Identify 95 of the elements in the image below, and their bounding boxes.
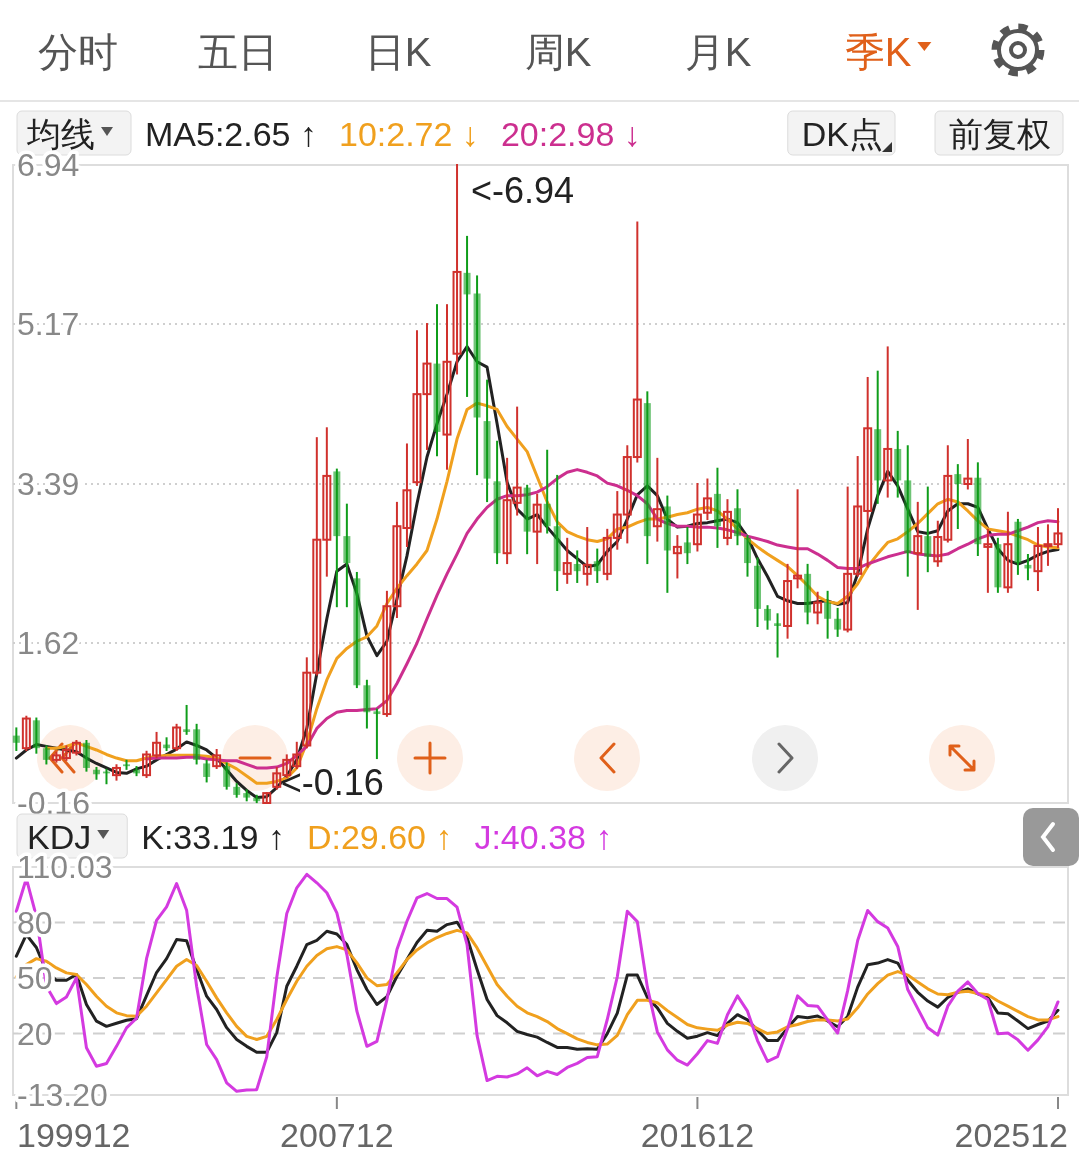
candlestick (743, 535, 751, 577)
x-tick-label: 202512 (954, 1116, 1068, 1154)
candlestick (82, 740, 90, 772)
text: K:33.19 ↑ (141, 818, 285, 856)
text: 日K (364, 30, 432, 74)
candlestick (813, 591, 823, 625)
candlestick (573, 550, 581, 583)
candlestick (924, 486, 932, 573)
candlestick (804, 563, 812, 625)
y-tick-label: 3.39 (17, 466, 80, 502)
candlestick (1014, 518, 1022, 575)
candlestick (183, 704, 191, 735)
candlestick (203, 759, 211, 783)
text: 周K (524, 30, 592, 74)
candlestick (754, 557, 762, 627)
candlestick (883, 346, 893, 498)
candlestick (233, 783, 241, 798)
candlestick (193, 723, 201, 765)
candlestick (764, 605, 772, 630)
text: D:29.60 ↑ (306, 818, 453, 856)
y-tick-label: -13.20 (17, 1077, 108, 1113)
candlestick (543, 449, 551, 534)
candlestick (894, 430, 902, 498)
candlestick (963, 438, 973, 490)
text: 20:2.98 ↓ (500, 115, 641, 153)
candlestick (834, 607, 842, 637)
text: MA5:2.65 ↑ (145, 115, 317, 153)
candlestick (702, 478, 712, 521)
candlestick (243, 789, 251, 802)
candlestick (983, 528, 993, 593)
text: 分时 (38, 30, 118, 74)
candlestick (793, 489, 803, 589)
x-tick-label: 200712 (280, 1116, 394, 1154)
text: 10:2.72 ↓ (338, 115, 479, 153)
candlestick (954, 464, 962, 530)
candlestick (473, 275, 481, 476)
candlestick (433, 304, 441, 457)
candlestick (663, 495, 671, 593)
candlestick (12, 727, 20, 751)
annotation: <-6.94 (471, 170, 575, 211)
candlestick (21, 715, 31, 751)
candlestick (913, 501, 923, 610)
candlestick (172, 723, 182, 751)
series-label: J:40.38 ↑ (474, 818, 613, 856)
text: 季K (844, 30, 912, 74)
candlestick (452, 164, 462, 375)
candlestick (683, 527, 691, 565)
candlestick (672, 535, 682, 579)
candlestick (32, 717, 40, 754)
candlestick (333, 468, 341, 608)
y-tick-label: 1.62 (17, 625, 80, 662)
text: 均线 (26, 115, 95, 153)
candlestick (692, 483, 702, 552)
candlestick (493, 440, 501, 565)
candlestick (874, 370, 882, 504)
candlestick (774, 613, 782, 658)
candlestick (1003, 511, 1013, 593)
candlestick (123, 759, 131, 770)
candlestick (722, 499, 732, 546)
y-tick-label: 20 (17, 1015, 53, 1052)
y-tick-label: -0.16 (17, 785, 90, 821)
candlestick (463, 235, 471, 397)
candlestick (643, 391, 651, 565)
candlestick (974, 462, 982, 556)
candlestick (353, 571, 361, 689)
text: DK点 (801, 115, 883, 153)
candlestick (904, 445, 912, 577)
candlestick (562, 537, 572, 584)
candlestick (42, 745, 50, 765)
candlestick (483, 379, 491, 503)
text: 五日 (198, 30, 278, 74)
candlestick (373, 708, 381, 760)
candlestick (652, 457, 662, 542)
annotation: <-0.16 (280, 762, 384, 803)
text: 前复权 (949, 115, 1051, 153)
candlestick (553, 474, 561, 592)
x-tick-label: 199912 (17, 1116, 131, 1154)
candlestick (363, 679, 371, 729)
candlestick (532, 493, 542, 565)
candlestick (582, 527, 592, 586)
y-tick-label: 5.17 (17, 306, 80, 343)
candlestick (593, 548, 601, 583)
candlestick (523, 484, 531, 555)
candlestick (824, 590, 832, 639)
candlestick (223, 762, 231, 790)
candlestick (442, 304, 452, 470)
candlestick (783, 563, 793, 639)
candlestick (994, 537, 1002, 593)
candlestick (112, 764, 121, 781)
candlestick (343, 503, 351, 608)
candlestick (713, 467, 721, 548)
text: 月K (684, 30, 752, 74)
candlestick (92, 766, 100, 780)
candlestick (733, 489, 741, 546)
x-tick-label: 201612 (640, 1116, 755, 1154)
